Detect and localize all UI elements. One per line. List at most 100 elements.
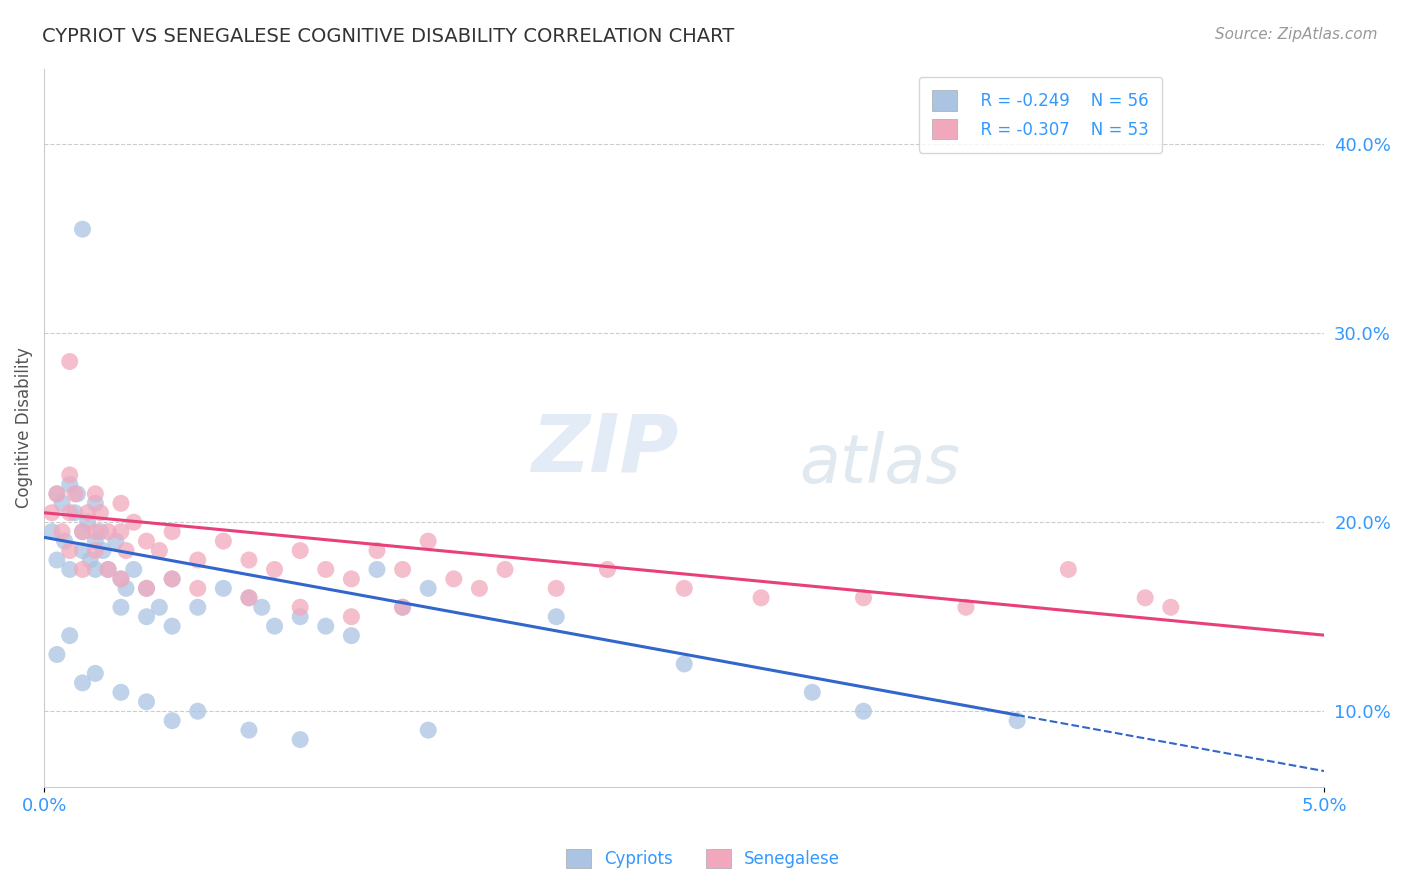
Point <box>418 534 440 549</box>
Point <box>97 524 120 539</box>
Point <box>135 609 157 624</box>
Point <box>110 524 132 539</box>
Point <box>1133 591 1156 605</box>
Point <box>110 572 132 586</box>
Point <box>51 496 73 510</box>
Point <box>212 534 235 549</box>
Point <box>104 534 127 549</box>
Point <box>288 732 311 747</box>
Point <box>212 582 235 596</box>
Point <box>1057 562 1080 576</box>
Point <box>546 609 568 624</box>
Point <box>122 562 145 576</box>
Point <box>41 506 63 520</box>
Point <box>340 629 363 643</box>
Point <box>187 704 209 718</box>
Point <box>72 222 94 236</box>
Point <box>288 600 311 615</box>
Point <box>84 666 107 681</box>
Point <box>91 543 114 558</box>
Point <box>418 582 440 596</box>
Point <box>238 553 260 567</box>
Point <box>263 562 285 576</box>
Point <box>250 600 273 615</box>
Point <box>72 543 94 558</box>
Point <box>148 600 170 615</box>
Point <box>366 543 388 558</box>
Point <box>72 524 94 539</box>
Point <box>122 515 145 529</box>
Point <box>89 524 111 539</box>
Point <box>45 487 67 501</box>
Point <box>391 600 413 615</box>
Text: ZIP: ZIP <box>530 410 678 488</box>
Point <box>51 524 73 539</box>
Point <box>135 534 157 549</box>
Point <box>59 629 82 643</box>
Point <box>801 685 824 699</box>
Point <box>66 487 89 501</box>
Point <box>468 582 491 596</box>
Point <box>110 685 132 699</box>
Text: atlas: atlas <box>800 431 960 497</box>
Point <box>59 354 82 368</box>
Point <box>160 572 183 586</box>
Point <box>110 496 132 510</box>
Point <box>160 714 183 728</box>
Point <box>59 506 82 520</box>
Point <box>546 582 568 596</box>
Point <box>391 562 413 576</box>
Point <box>115 582 138 596</box>
Point <box>59 477 82 491</box>
Point <box>84 562 107 576</box>
Point <box>63 487 86 501</box>
Point <box>596 562 619 576</box>
Point <box>135 695 157 709</box>
Point <box>59 467 82 482</box>
Point <box>238 591 260 605</box>
Point <box>45 648 67 662</box>
Point <box>135 582 157 596</box>
Point <box>238 591 260 605</box>
Point <box>391 600 413 615</box>
Point <box>187 582 209 596</box>
Point <box>340 609 363 624</box>
Point <box>315 562 337 576</box>
Point <box>418 723 440 738</box>
Point <box>84 496 107 510</box>
Text: CYPRIOT VS SENEGALESE COGNITIVE DISABILITY CORRELATION CHART: CYPRIOT VS SENEGALESE COGNITIVE DISABILI… <box>42 27 734 45</box>
Point <box>263 619 285 633</box>
Point <box>1160 600 1182 615</box>
Point <box>238 723 260 738</box>
Point <box>84 534 107 549</box>
Point <box>288 543 311 558</box>
Point <box>110 572 132 586</box>
Point <box>59 562 82 576</box>
Y-axis label: Cognitive Disability: Cognitive Disability <box>15 347 32 508</box>
Point <box>135 582 157 596</box>
Point <box>160 572 183 586</box>
Point <box>59 543 82 558</box>
Point <box>749 591 772 605</box>
Point <box>72 524 94 539</box>
Point <box>41 524 63 539</box>
Point <box>494 562 516 576</box>
Legend:   R = -0.249    N = 56,   R = -0.307    N = 53: R = -0.249 N = 56, R = -0.307 N = 53 <box>918 77 1163 153</box>
Point <box>63 506 86 520</box>
Point <box>673 582 696 596</box>
Point <box>45 487 67 501</box>
Point <box>84 543 107 558</box>
Point <box>97 562 120 576</box>
Point <box>115 543 138 558</box>
Point <box>187 553 209 567</box>
Point <box>1005 714 1028 728</box>
Point <box>72 676 94 690</box>
Point <box>110 600 132 615</box>
Point <box>852 704 875 718</box>
Point <box>340 572 363 586</box>
Point <box>288 609 311 624</box>
Point <box>89 506 111 520</box>
Point <box>443 572 465 586</box>
Text: Source: ZipAtlas.com: Source: ZipAtlas.com <box>1215 27 1378 42</box>
Point <box>76 506 98 520</box>
